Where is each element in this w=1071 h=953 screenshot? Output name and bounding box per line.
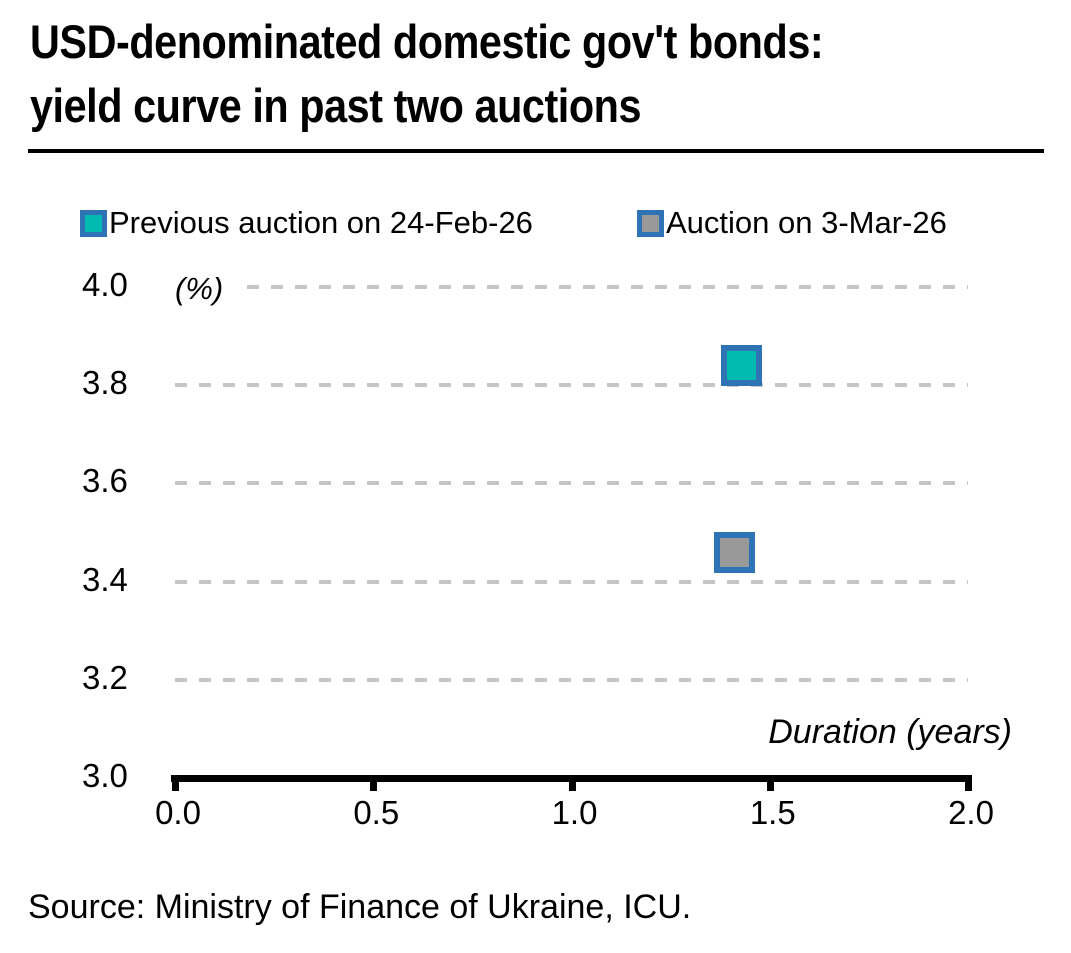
legend-label-current-auction: Auction on 3-Mar-26 [666, 205, 947, 240]
y-tick-label-3.8: 3.8 [82, 364, 128, 402]
y-axis-unit-label: (%) [175, 271, 238, 307]
x-tick-mark-1.0 [568, 775, 576, 791]
source-note: Source: Ministry of Finance of Ukraine, … [28, 888, 692, 926]
gridline-y-4.0 [175, 285, 968, 289]
x-tick-label-2.0: 2.0 [948, 794, 994, 831]
y-tick-label-3.0: 3.0 [82, 757, 128, 794]
data-point-current-auction [713, 531, 755, 573]
x-tick-mark-0.5 [370, 775, 378, 791]
y-tick-label-4.0: 4.0 [82, 266, 128, 303]
y-tick-label-3.4: 3.4 [82, 560, 128, 598]
gridline-y-3.4 [175, 579, 968, 584]
gridline-y-3.6 [175, 481, 968, 486]
x-tick-mark-2.0 [965, 775, 972, 791]
x-tick-label-0.0: 0.0 [155, 794, 201, 831]
x-tick-mark-0.0 [172, 775, 179, 791]
legend-swatch-previous-auction [80, 209, 107, 237]
legend-item-current-auction: Auction on 3-Mar-26 [637, 205, 947, 241]
x-tick-label-0.5: 0.5 [353, 794, 400, 831]
x-tick-mark-1.5 [766, 775, 774, 791]
x-tick-label-1.0: 1.0 [551, 794, 598, 831]
gridline-y-3.2 [175, 677, 968, 682]
x-tick-label-1.5: 1.5 [749, 794, 796, 831]
chart-title: USD-denominated domestic gov't bonds: yi… [30, 10, 824, 138]
y-tick-label-3.2: 3.2 [82, 658, 128, 696]
gridline-y-3.8 [175, 383, 968, 388]
legend-label-previous-auction: Previous auction on 24-Feb-26 [109, 205, 533, 240]
legend-item-previous-auction: Previous auction on 24-Feb-26 [80, 205, 533, 241]
x-axis-title: Duration (years) [768, 713, 1012, 751]
plot-area: (%) [175, 271, 968, 778]
data-point-previous-auction [721, 345, 763, 387]
chart-title-line-2: yield curve in past two auctions [30, 79, 642, 132]
legend-swatch-current-auction [637, 209, 664, 237]
y-tick-label-3.6: 3.6 [82, 462, 128, 500]
chart-title-line-1: USD-denominated domestic gov't bonds: [30, 15, 824, 68]
title-divider [28, 149, 1044, 153]
